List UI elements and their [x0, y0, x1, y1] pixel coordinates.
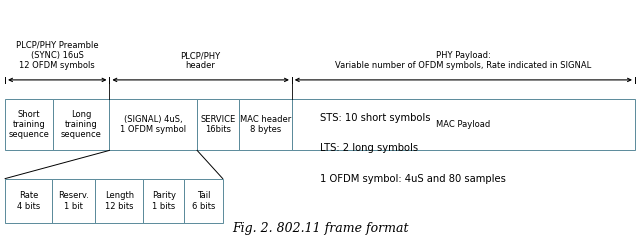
Text: Long
training
sequence: Long training sequence	[61, 110, 102, 139]
Bar	[292, 99, 635, 150]
Text: MAC header
8 bytes: MAC header 8 bytes	[240, 115, 291, 134]
Text: MAC Payload: MAC Payload	[436, 120, 490, 129]
Bar	[52, 179, 95, 223]
Bar	[5, 99, 53, 150]
Bar	[197, 99, 239, 150]
Text: Fig. 2. 802.11 frame format: Fig. 2. 802.11 frame format	[232, 222, 408, 235]
Text: 1 OFDM symbol: 4uS and 80 samples: 1 OFDM symbol: 4uS and 80 samples	[320, 174, 506, 184]
Text: SERVICE
16bits: SERVICE 16bits	[200, 115, 236, 134]
Bar	[143, 179, 184, 223]
Text: LTS: 2 long symbols: LTS: 2 long symbols	[320, 143, 418, 153]
Bar	[53, 99, 109, 150]
Text: PHY Payload:
Variable number of OFDM symbols, Rate indicated in SIGNAL: PHY Payload: Variable number of OFDM sym…	[335, 51, 591, 70]
Text: PLCP/PHY
header: PLCP/PHY header	[180, 51, 221, 70]
Bar	[239, 99, 292, 150]
Bar	[95, 179, 143, 223]
Text: PLCP/PHY Preamble
(SYNC) 16uS
12 OFDM symbols: PLCP/PHY Preamble (SYNC) 16uS 12 OFDM sy…	[16, 41, 99, 70]
Text: Tail
6 bits: Tail 6 bits	[192, 191, 215, 211]
Text: Reserv.
1 bit: Reserv. 1 bit	[58, 191, 89, 211]
Text: Rate
4 bits: Rate 4 bits	[17, 191, 40, 211]
Text: (SIGNAL) 4uS,
1 OFDM symbol: (SIGNAL) 4uS, 1 OFDM symbol	[120, 115, 186, 134]
Bar	[5, 179, 52, 223]
Text: Parity
1 bits: Parity 1 bits	[152, 191, 176, 211]
Text: Short
training
sequence: Short training sequence	[9, 110, 49, 139]
Text: STS: 10 short symbols: STS: 10 short symbols	[320, 113, 431, 123]
Bar	[109, 99, 197, 150]
Text: Length
12 bits: Length 12 bits	[105, 191, 134, 211]
Bar	[184, 179, 223, 223]
